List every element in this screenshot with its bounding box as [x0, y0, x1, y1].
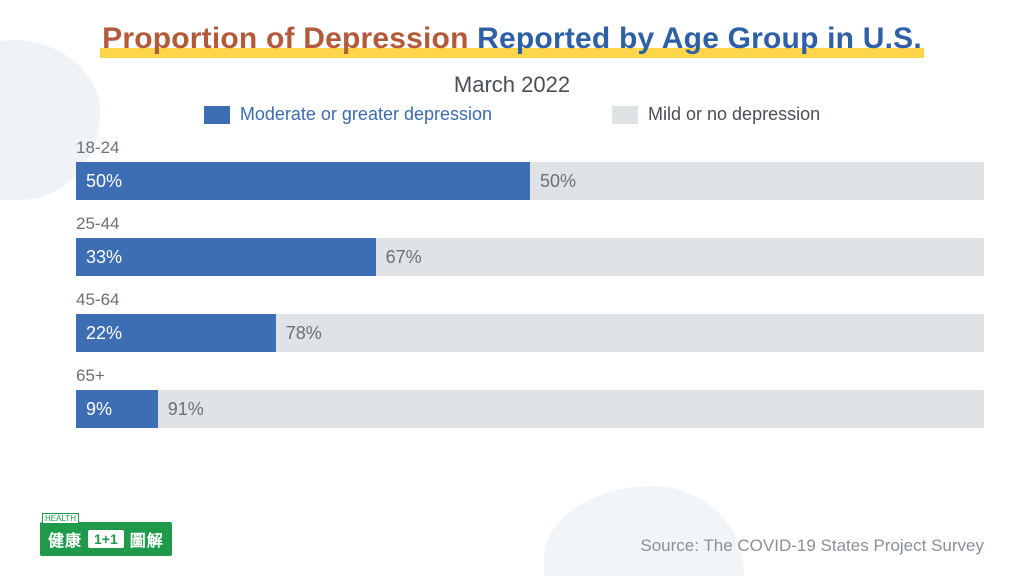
legend-item-mild: Mild or no depression: [612, 104, 820, 125]
source-text: Source: The COVID-19 States Project Surv…: [640, 536, 984, 556]
stacked-bar: 22%78%: [76, 314, 984, 352]
brand-tag: HEALTH: [42, 513, 79, 524]
chart-row: 65+ 9%91%: [76, 366, 984, 428]
bar-segment-moderate: 33%: [76, 238, 376, 276]
brand-badge-center: 1+1: [88, 530, 124, 548]
subtitle: March 2022: [0, 72, 1024, 98]
legend: Moderate or greater depression Mild or n…: [0, 104, 1024, 125]
legend-label-moderate: Moderate or greater depression: [240, 104, 492, 125]
bar-chart: 18-24 50%50% 25-44 33%67% 45-64 22%78% 65+ 9%91…: [76, 138, 984, 442]
row-label: 18-24: [76, 138, 984, 158]
legend-label-mild: Mild or no depression: [648, 104, 820, 125]
row-label: 25-44: [76, 214, 984, 234]
brand-text-left: 健康: [48, 527, 82, 551]
title-part-a: Proportion of Depression: [102, 22, 469, 55]
chart-row: 45-64 22%78%: [76, 290, 984, 352]
bar-segment-mild: 50%: [530, 162, 984, 200]
title: Proportion of Depression Reported by Age…: [0, 22, 1024, 60]
title-part-b: Reported by Age Group in U.S.: [469, 22, 922, 55]
bar-segment-mild: 91%: [158, 390, 984, 428]
stacked-bar: 50%50%: [76, 162, 984, 200]
legend-item-moderate: Moderate or greater depression: [204, 104, 492, 125]
brand-badge: HEALTH 健康 1+1 圖解: [40, 522, 172, 556]
footer: HEALTH 健康 1+1 圖解 Source: The COVID-19 St…: [40, 522, 984, 556]
stacked-bar: 9%91%: [76, 390, 984, 428]
chart-row: 18-24 50%50%: [76, 138, 984, 200]
bar-segment-moderate: 9%: [76, 390, 158, 428]
title-underline: Proportion of Depression Reported by Age…: [100, 22, 924, 60]
legend-swatch-moderate: [204, 106, 230, 124]
bar-segment-moderate: 50%: [76, 162, 530, 200]
row-label: 45-64: [76, 290, 984, 310]
bar-segment-mild: 78%: [276, 314, 984, 352]
stacked-bar: 33%67%: [76, 238, 984, 276]
infographic: Proportion of Depression Reported by Age…: [0, 0, 1024, 576]
legend-swatch-mild: [612, 106, 638, 124]
bar-segment-moderate: 22%: [76, 314, 276, 352]
row-label: 65+: [76, 366, 984, 386]
brand-text-right: 圖解: [130, 527, 164, 551]
chart-row: 25-44 33%67%: [76, 214, 984, 276]
bar-segment-mild: 67%: [376, 238, 984, 276]
